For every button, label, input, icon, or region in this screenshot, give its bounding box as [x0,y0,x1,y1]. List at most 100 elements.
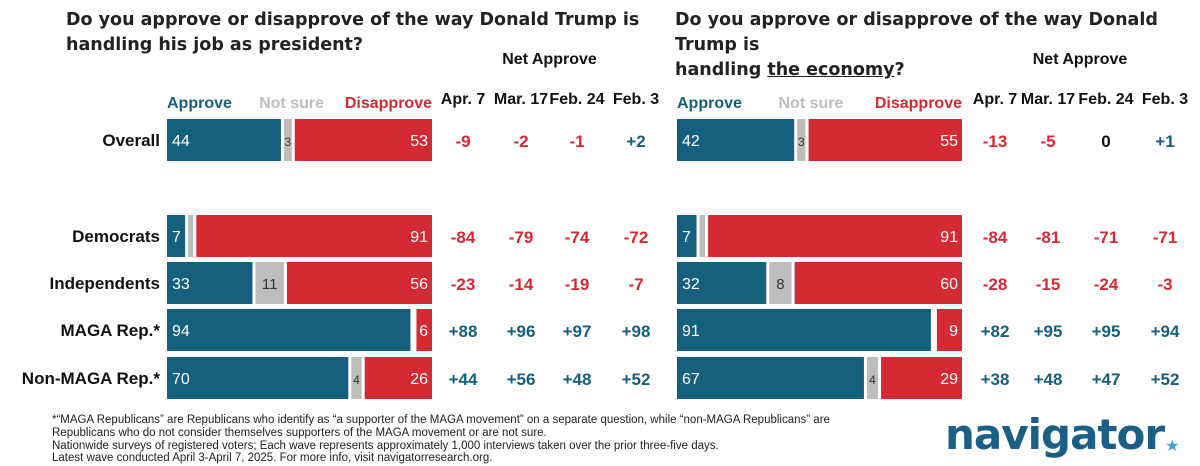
panel-1-legend-not-sure: Not sure [259,95,324,112]
panel-2-label-disapprove: 55 [940,133,958,150]
panel-1-label-approve: 94 [172,323,190,340]
panel-2-title-emphasis: the economy [767,60,895,80]
panel-2-net-approve-value: -3 [1157,275,1172,294]
panel-1-bar-not-sure [283,119,292,161]
panel-1-net-approve-value: +98 [622,322,651,341]
panel-2-label-approve: 91 [682,323,700,340]
panel-1-bar-not-sure [255,262,284,304]
panel-2-title-suffix: ? [894,60,905,80]
panel-1-label-not-sure: 4 [353,373,360,387]
panel-1-net-column-header: Feb. 3 [613,91,659,108]
panel-1-bar-disapprove [364,357,432,399]
panel-1-net-approve-value: +97 [563,322,592,341]
panel-1-net-approve-header: Net Approve [502,51,597,68]
footnote-line-1: *“MAGA Republicans” are Republicans who … [52,414,830,426]
panel-1-bar-not-sure [188,215,194,257]
panel-2-net-approve-header: Net Approve [1033,51,1128,68]
panel-2-label-approve: 42 [682,133,700,150]
panel-2-net-approve-value: -71 [1153,228,1178,247]
panel-1-label-not-sure: 3 [285,135,292,149]
footnote-line-3: Nationwide surveys of registered voters;… [52,439,719,452]
panel-1-net-approve-value: -14 [509,275,534,294]
panel-1-label-approve: 33 [172,276,190,293]
panel-2-label-not-sure: 3 [798,135,805,149]
panel-1-bar-disapprove [286,262,432,304]
panel-2-bar-approve [677,309,931,351]
panel-2-net-approve-value: +38 [981,370,1010,389]
panel-1-bar-approve [167,262,253,304]
panel-1-net-approve-value: -79 [509,228,534,247]
panel-2-bar-disapprove [808,119,962,161]
panel-2-legend-approve: Approve [677,95,742,112]
category-label: Independents [49,274,160,293]
panel-2-title-line-1: Do you approve or disapprove of the way … [675,10,1158,55]
logo-text: navigator [945,410,1165,459]
panel-1-net-column-header: Apr. 7 [441,91,486,108]
panel-1-bar-approve [167,215,186,257]
panel-2-net-approve-value: +94 [1151,322,1180,341]
panel-1-label-approve: 44 [172,133,190,150]
panel-2-bar-approve [677,357,864,399]
panel-1-net-approve-value: +52 [622,370,651,389]
panel-1-title-line-2: handling his job as president? [66,35,364,55]
panel-1-bar-approve [167,357,349,399]
panel-1-net-approve-value: -9 [455,132,470,151]
panel-2-label-approve: 7 [682,229,691,246]
panel-2-label-approve: 32 [682,276,700,293]
panel-1-label-disapprove: 56 [410,276,428,293]
category-label: Overall [102,131,160,150]
panel-2-net-column-header: Apr. 7 [973,91,1018,108]
panel-2-net-approve-value: +1 [1155,132,1174,151]
panel-2-legend-disapprove: Disapprove [875,95,962,112]
panel-2-bar-not-sure [797,119,806,161]
panel-1-label-approve: 70 [172,371,190,388]
panel-1-bar-approve [167,309,411,351]
panel-1-label-disapprove: 6 [419,323,428,340]
panel-2-bar-disapprove [881,357,962,399]
panel-2-label-not-sure: 4 [869,373,876,387]
panel-2-bar-approve [677,215,697,257]
panel-1-label-approve: 7 [172,229,181,246]
panel-2-bar-approve [677,119,795,161]
panel-2-net-approve-value: -24 [1094,275,1119,294]
panel-1-net-approve-value: +44 [449,370,478,389]
category-label: Democrats [72,227,160,246]
panel-2-net-column-header: Feb. 24 [1078,91,1133,108]
panel-1-net-approve-value: +48 [563,370,592,389]
panel-2-net-approve-value: -84 [983,228,1008,247]
panel-2-bar-disapprove [794,262,962,304]
panel-1-net-approve-value: -74 [565,228,590,247]
panel-2-label-disapprove: 9 [949,323,958,340]
panel-2-net-approve-value: +47 [1092,370,1121,389]
panel-1-net-approve-value: -1 [569,132,584,151]
panel-1-net-approve-value: -23 [451,275,476,294]
panel-1-bar-not-sure [351,357,362,399]
panel-2-net-approve-value: +95 [1034,322,1063,341]
footnotes: *“MAGA Republicans” are Republicans who … [52,414,902,465]
panel-2-net-approve-value: -13 [983,132,1008,151]
approval-charts: Approve Not sure Disapprove Net Approve Apr.… [22,51,1188,399]
panel-2-net-approve-value: 0 [1101,132,1110,151]
category-label: MAGA Rep.* [61,321,161,340]
panel-2-net-approve-value: +52 [1151,370,1180,389]
panel-1-net-column-header: Feb. 24 [549,91,604,108]
panel-2-net-approve-value: -81 [1036,228,1061,247]
footnote-line-4: Latest wave conducted April 3-April 7, 2… [52,452,493,465]
panel-2-label-approve: 67 [682,371,700,388]
panel-2-net-approve-value: -5 [1040,132,1055,151]
footnote-line-2: Republicans who do not consider themselv… [52,426,547,439]
panel-2-bar-not-sure [866,357,879,399]
panel-1-legend-disapprove: Disapprove [345,95,432,112]
panel-1-net-approve-value: +88 [449,322,478,341]
navigator-logo: navigator★ [945,410,1179,459]
panel-2-label-disapprove: 60 [940,276,958,293]
panel-1-label-disapprove: 26 [410,371,428,388]
panel-2-title: Do you approve or disapprove of the way … [675,8,1200,83]
panel-1-label-disapprove: 53 [410,133,428,150]
panel-2-bar-disapprove [708,215,962,257]
panel-1-net-approve-value: -7 [628,275,643,294]
panel-1-bar-disapprove [416,309,432,351]
panel-2-bar-not-sure [699,215,706,257]
panel-2-net-approve-value: +95 [1092,322,1121,341]
panel-1-label-disapprove: 91 [410,229,428,246]
